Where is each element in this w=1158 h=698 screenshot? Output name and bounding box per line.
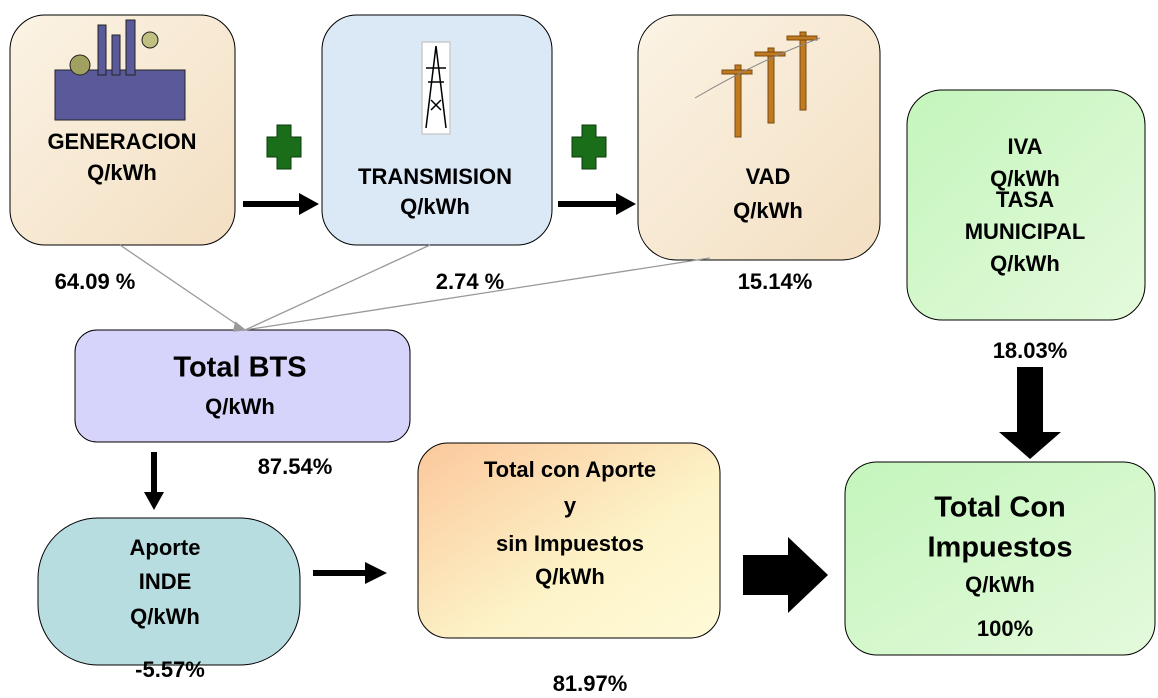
node-label: INDE	[139, 569, 192, 594]
node-label: Q/kWh	[130, 604, 200, 629]
node-label: Q/kWh	[535, 564, 605, 589]
node-label: Total Con	[934, 492, 1066, 524]
connectors	[120, 245, 710, 331]
node-label: MUNICIPAL	[965, 219, 1086, 244]
node-label: Q/kWh	[87, 160, 157, 185]
node-label: Aporte	[130, 535, 201, 560]
node-label: Q/kWh	[990, 251, 1060, 276]
tower-icon	[422, 42, 450, 134]
share-label: 18.03%	[993, 338, 1068, 363]
node-label: Q/kWh	[400, 194, 470, 219]
node-label: Q/kWh	[733, 198, 803, 223]
node-label: Total con Aporte	[484, 457, 656, 482]
node-label: y	[564, 493, 577, 518]
node-label: VAD	[746, 164, 791, 189]
share-label: 87.54%	[258, 454, 333, 479]
diagram: GENERACION Q/kWh 64.09 % TRANSMISION Q/k…	[0, 0, 1158, 698]
share-label: 2.74 %	[436, 269, 505, 294]
share-label: -5.57%	[135, 657, 205, 682]
node-label: GENERACION	[47, 129, 196, 154]
plus-sign	[572, 125, 606, 169]
box	[75, 330, 410, 442]
node-label: TASA	[996, 187, 1054, 212]
share-label: 15.14%	[738, 269, 813, 294]
node-label: TRANSMISION	[358, 164, 512, 189]
node-label: Q/kWh	[205, 394, 275, 419]
node-label: Q/kWh	[965, 572, 1035, 597]
node-label: Impuestos	[927, 532, 1072, 564]
node-label: IVA	[1007, 134, 1042, 159]
node-label: Total BTS	[173, 352, 306, 384]
share-label: 64.09 %	[55, 269, 136, 294]
share-label: 100%	[977, 616, 1033, 641]
node-label: sin Impuestos	[496, 531, 644, 556]
share-label: 81.97%	[553, 671, 628, 696]
plus-sign	[267, 125, 301, 169]
